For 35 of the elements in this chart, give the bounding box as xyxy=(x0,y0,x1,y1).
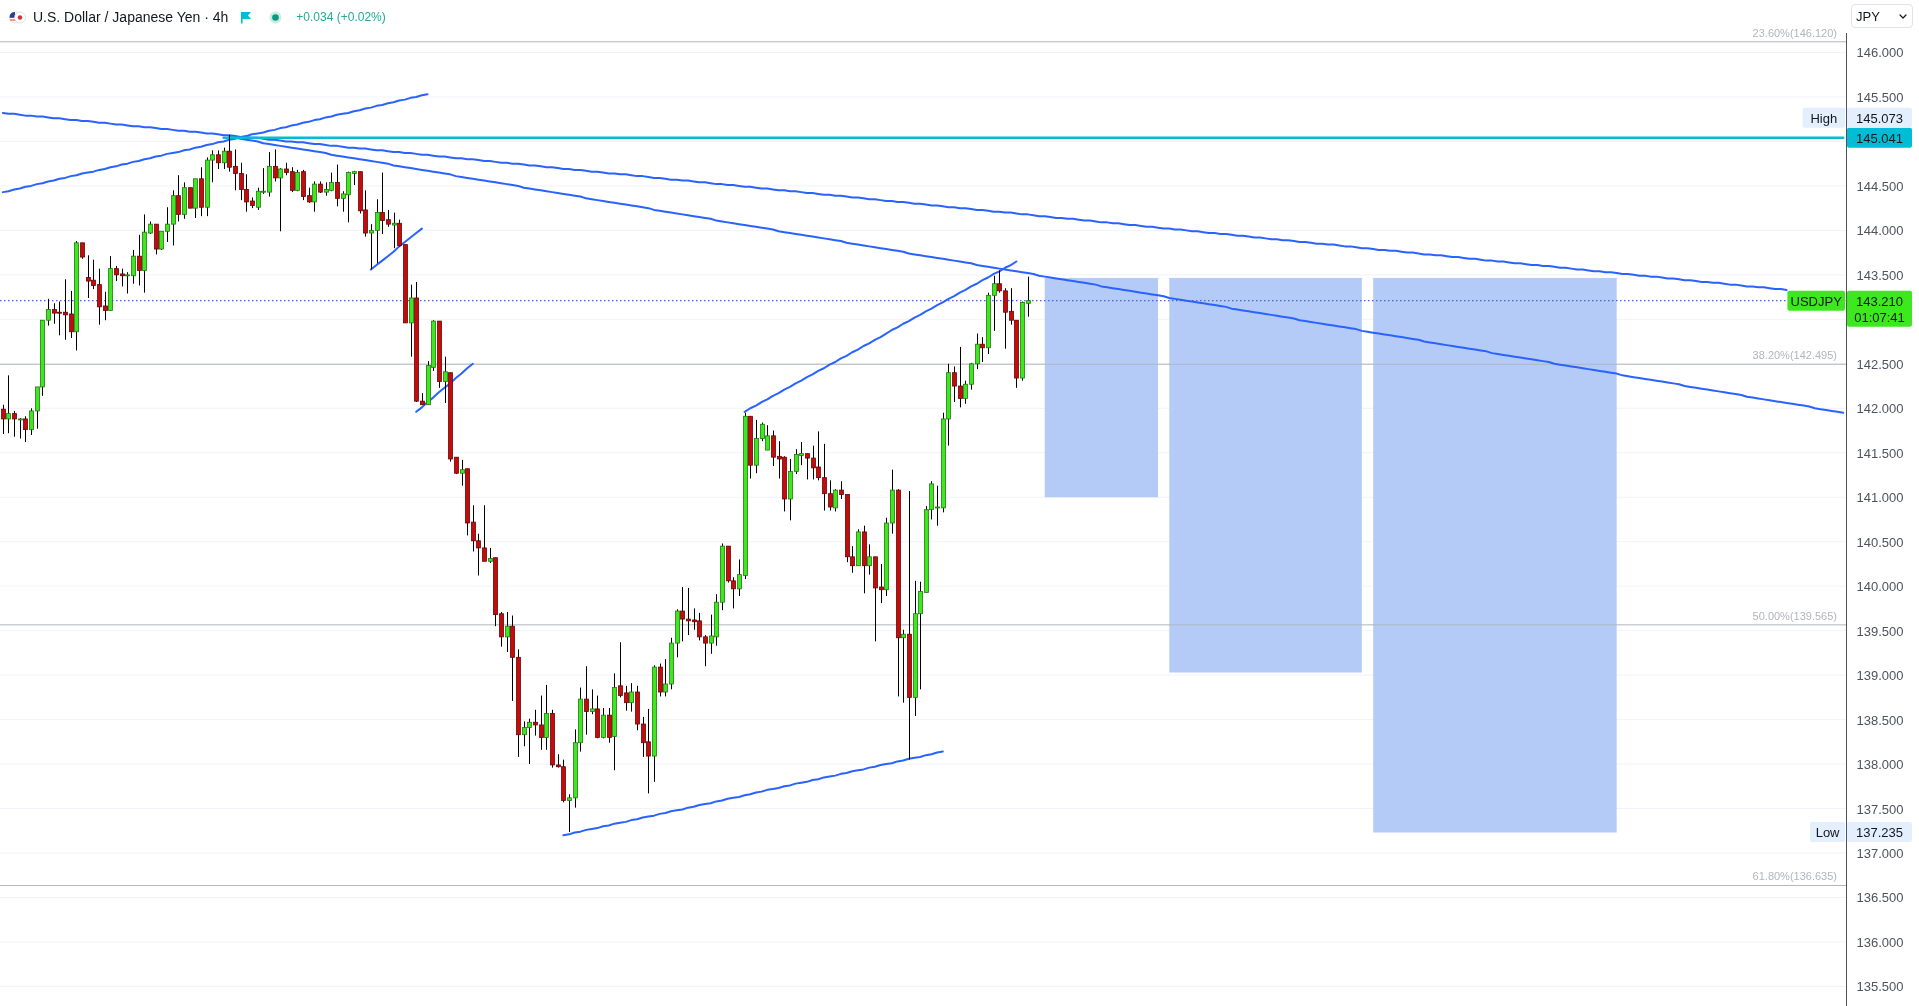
y-tick-label: 145.500 xyxy=(1856,89,1904,105)
text: 01:07:41 xyxy=(1854,309,1905,325)
y-tick-label: 142.000 xyxy=(1856,400,1904,416)
ref-line-label: 38.20%(142.495) xyxy=(1752,349,1837,362)
y-tick-label: 136.000 xyxy=(1856,934,1904,950)
y-tick-label: 141.000 xyxy=(1856,489,1904,505)
y-tick-label: 137.000 xyxy=(1856,845,1904,861)
y-tick-label: 136.500 xyxy=(1856,889,1904,905)
y-tick-label: 138.500 xyxy=(1856,712,1904,728)
y-tick-label: 138.000 xyxy=(1856,756,1904,772)
y-tick-label: 140.500 xyxy=(1856,534,1904,550)
text: 145.041 xyxy=(1856,130,1903,146)
annotation: USDJPY xyxy=(1790,293,1843,309)
text: 145.073 xyxy=(1856,110,1903,126)
ref-line-label: 50.00%(139.565) xyxy=(1752,609,1837,622)
y-tick-label: 143.500 xyxy=(1856,267,1904,283)
text: 137.235 xyxy=(1856,824,1903,840)
annotation: High xyxy=(1810,110,1838,126)
y-axis-title: JPY xyxy=(1856,8,1880,24)
y-tick-label: 139.000 xyxy=(1856,667,1904,683)
ref-line-label: 143.210 xyxy=(1856,293,1903,309)
text: U.S. Dollar / Japanese Yen · 4h xyxy=(33,9,229,25)
y-tick-label: 140.000 xyxy=(1856,578,1904,594)
y-tick-label: 142.500 xyxy=(1856,356,1904,372)
y-tick-label: 144.500 xyxy=(1856,178,1904,194)
y-tick-label: 135.500 xyxy=(1856,978,1904,994)
ref-line-label: 61.80%(136.635) xyxy=(1752,870,1837,883)
ref-line-label: 23.60%(146.120) xyxy=(1752,26,1837,39)
y-tick-label: 139.500 xyxy=(1856,623,1904,639)
y-tick-label: 137.500 xyxy=(1856,801,1904,817)
annotation: Low xyxy=(1815,824,1841,840)
y-tick-label: 146.000 xyxy=(1856,44,1904,60)
annotation: +0.034 (+0.02%) xyxy=(296,10,386,24)
y-tick-label: 141.500 xyxy=(1856,445,1904,461)
y-tick-label: 144.000 xyxy=(1856,222,1904,238)
